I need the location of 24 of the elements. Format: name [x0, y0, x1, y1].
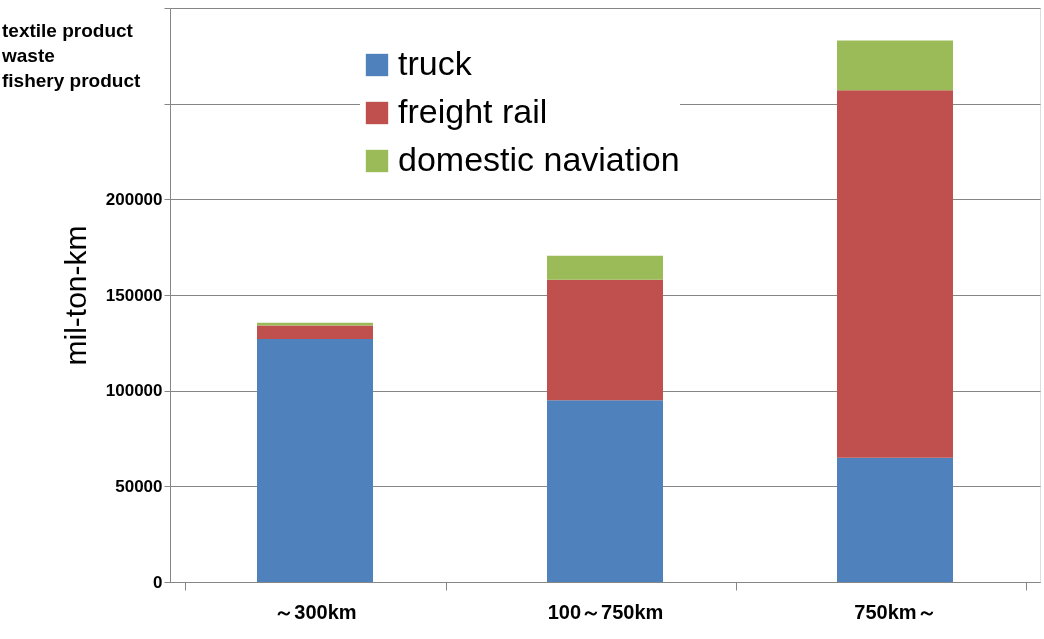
- bar: [837, 90, 953, 458]
- x-tick-label: ～300km: [274, 600, 357, 623]
- bar: [547, 400, 663, 582]
- legend-label: freight rail: [398, 92, 548, 130]
- bar: [547, 255, 663, 280]
- text: waste: [1, 45, 55, 66]
- y-tick-label: 150000: [105, 285, 163, 305]
- bar: [257, 325, 373, 340]
- x-tick-label: 750km～: [854, 600, 937, 623]
- bar: [257, 322, 373, 326]
- text: fishery product: [2, 70, 141, 92]
- y-tick-label: 200000: [105, 189, 163, 209]
- bar: [837, 40, 953, 91]
- y-tick-label: 50000: [115, 476, 163, 496]
- legend-label: domestic naviation: [398, 140, 680, 178]
- y-axis-title: mil-ton-km: [58, 225, 92, 366]
- bar: [837, 457, 953, 582]
- bar: [547, 279, 663, 401]
- x-tick-label: 100～750km: [547, 600, 664, 623]
- text: textile product: [2, 19, 134, 41]
- bar: [257, 339, 373, 582]
- y-tick-label: 0: [153, 572, 163, 592]
- y-tick-label: 100000: [105, 381, 163, 401]
- legend-label: truck: [398, 44, 473, 82]
